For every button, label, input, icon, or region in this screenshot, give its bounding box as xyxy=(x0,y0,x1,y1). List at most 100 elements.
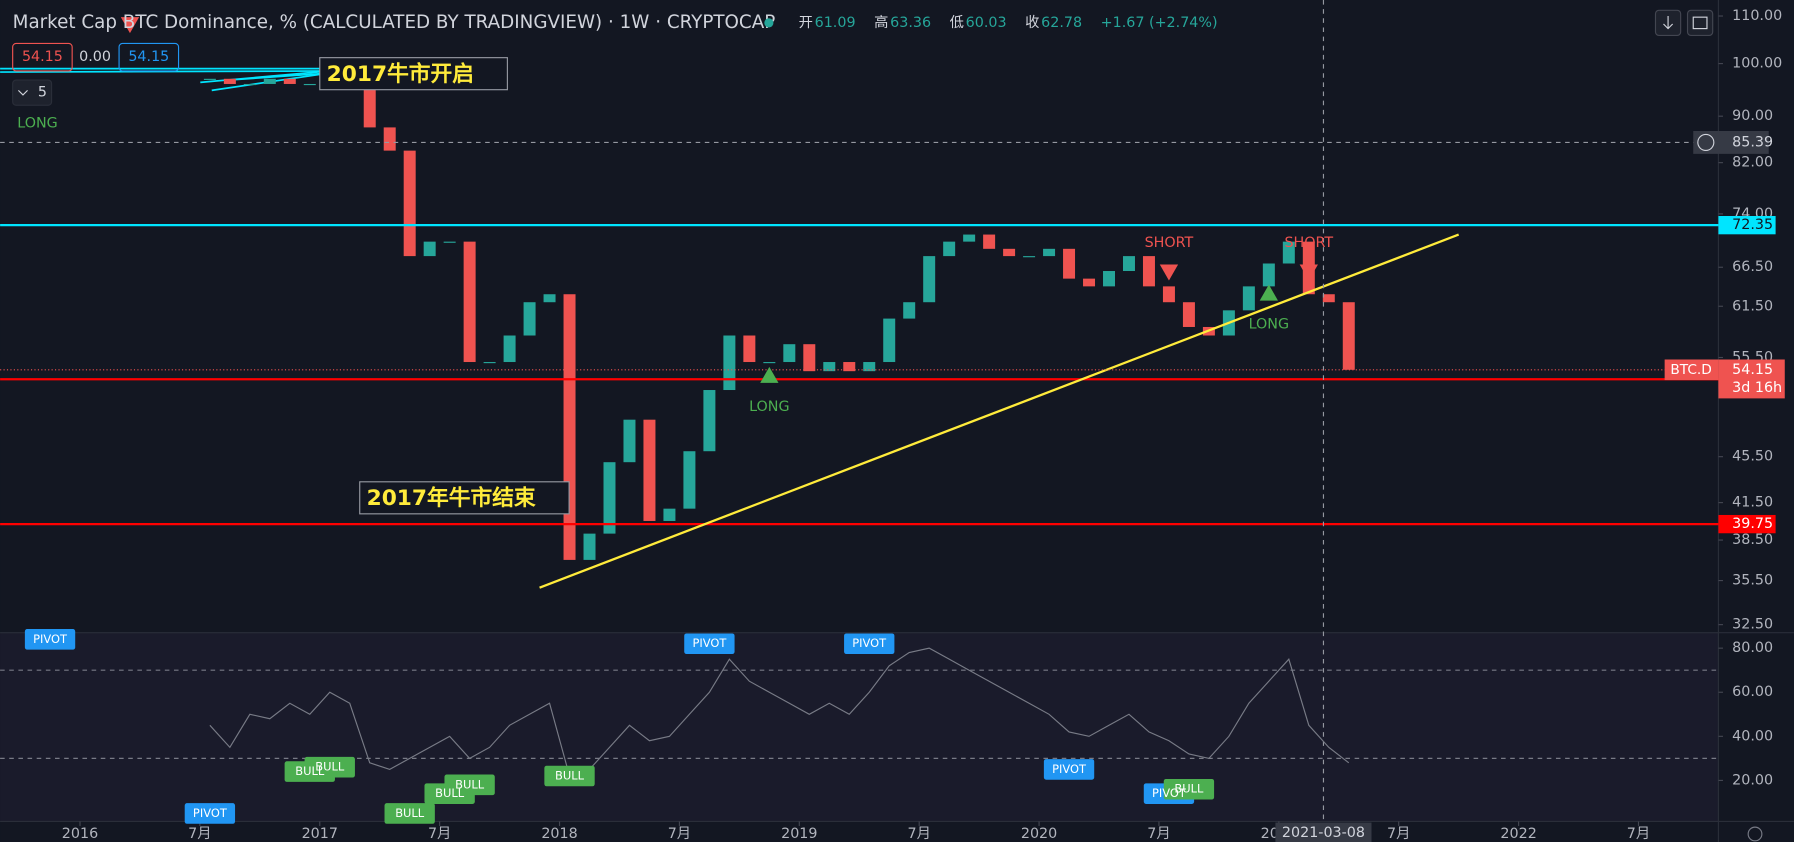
osc-signal-label: BULL xyxy=(455,777,485,791)
candle xyxy=(543,294,556,303)
ohlc-change: +1.67 (+2.74%) xyxy=(1101,15,1218,31)
candle xyxy=(283,78,296,84)
candle xyxy=(1322,294,1335,303)
level-tag xyxy=(1718,514,1776,534)
candle xyxy=(843,362,856,372)
x-tick-label: 2018 xyxy=(541,826,577,842)
candle xyxy=(223,78,236,84)
y-tick-label: 41.50 xyxy=(1732,495,1773,511)
last-price-label: 54.15 xyxy=(1732,362,1773,378)
osc-y-tick-label: 60.00 xyxy=(1732,684,1773,700)
y-tick-label: 110.00 xyxy=(1732,8,1782,24)
osc-y-tick-label: 20.00 xyxy=(1732,772,1773,788)
candle xyxy=(1162,286,1175,303)
osc-signal-label: BULL xyxy=(295,764,325,778)
osc-signal-label: BULL xyxy=(1174,782,1204,796)
signal-label: SHORT xyxy=(1284,235,1333,251)
candle xyxy=(563,294,576,560)
candle xyxy=(523,302,536,336)
candle xyxy=(1043,248,1056,257)
y-tick-label: 100.00 xyxy=(1732,56,1782,72)
indicator-signal: LONG xyxy=(17,116,57,132)
candle xyxy=(483,362,496,364)
osc-signal-box xyxy=(304,756,355,778)
fullscreen-button[interactable] xyxy=(1686,9,1714,37)
settings-icon[interactable] xyxy=(1747,826,1763,842)
candle xyxy=(983,234,996,249)
signal-label: SHORT xyxy=(1145,235,1194,251)
x-tick-label: 2016 xyxy=(62,826,98,842)
chart-title: Market Cap BTC Dominance, % (CALCULATED … xyxy=(13,12,776,33)
candle xyxy=(583,533,596,560)
candle xyxy=(923,256,936,303)
crosshair-date-tag xyxy=(1275,822,1372,842)
osc-signal-label: BULL xyxy=(435,786,465,800)
oscillator-line xyxy=(209,647,1350,777)
candle xyxy=(203,78,216,80)
crosshair-date: 2021-03-08 xyxy=(1282,825,1365,841)
annotation-box xyxy=(319,57,508,91)
osc-signal-label: PIVOT xyxy=(852,636,887,650)
x-tick-label: 7月 xyxy=(188,826,211,842)
indicator-toggle[interactable] xyxy=(12,79,53,106)
indicator-box xyxy=(118,42,180,72)
candle xyxy=(1083,278,1096,287)
candle xyxy=(763,362,776,364)
candle xyxy=(663,508,676,521)
candle xyxy=(643,419,656,521)
x-tick-label: 7月 xyxy=(1147,826,1170,842)
osc-signal-label: BULL xyxy=(555,769,585,783)
osc-signal-box xyxy=(384,803,435,824)
chevron-icon xyxy=(17,89,28,96)
y-tick-label: 90.00 xyxy=(1732,108,1773,124)
osc-signal-box xyxy=(844,633,895,655)
indicator-box xyxy=(12,42,73,72)
candle xyxy=(743,335,756,363)
ohlc-value: 63.36 xyxy=(890,15,931,31)
candle xyxy=(1003,248,1016,257)
candle xyxy=(1342,302,1355,370)
oscillator-pane xyxy=(0,632,1719,822)
signal-marker xyxy=(1259,284,1278,301)
candle xyxy=(903,302,916,319)
x-tick-label: 7月 xyxy=(1387,826,1410,842)
signal-marker xyxy=(120,17,140,34)
download-icon xyxy=(1663,16,1674,30)
ohlc-label: 收 xyxy=(1025,14,1039,31)
trendline xyxy=(539,233,1460,589)
osc-signal-box xyxy=(684,633,735,655)
osc-signal-box xyxy=(544,765,595,787)
ohlc-value: 62.78 xyxy=(1041,15,1082,31)
candle xyxy=(383,127,396,151)
osc-signal-box xyxy=(444,774,495,796)
ohlc-value: 61.09 xyxy=(815,15,856,31)
osc-signal-label: PIVOT xyxy=(33,632,68,646)
osc-y-tick-label: 80.00 xyxy=(1732,640,1773,656)
crosshair-price: 85.39 xyxy=(1732,134,1773,150)
candle xyxy=(723,335,736,391)
annotation-box xyxy=(359,481,570,515)
candle xyxy=(1023,256,1036,258)
status-dot xyxy=(764,18,774,28)
candle xyxy=(1142,256,1155,287)
candle xyxy=(1262,263,1275,287)
signal-label: SHORT xyxy=(106,0,155,3)
level-tag-label: 39.75 xyxy=(1732,516,1773,532)
y-tick-label: 45.50 xyxy=(1732,449,1773,465)
osc-signal-label: PIVOT xyxy=(1052,762,1087,776)
candle xyxy=(243,83,256,86)
ohlc-value: 60.03 xyxy=(966,15,1007,31)
osc-signal-box xyxy=(1163,778,1215,800)
candle xyxy=(1122,256,1135,272)
symbol-tag-label: BTC.D xyxy=(1670,362,1712,378)
signal-marker xyxy=(760,366,779,383)
osc-signal-label: BULL xyxy=(315,760,345,774)
add-icon xyxy=(1697,133,1715,152)
indicator-value: 54.15 xyxy=(128,49,169,65)
level-tag-label: 72.35 xyxy=(1732,217,1773,233)
x-tick-label: 7月 xyxy=(907,826,930,842)
x-tick-label: 2019 xyxy=(781,826,817,842)
osc-signal-label: BULL xyxy=(395,806,425,820)
annotation-text: 2017牛市开启 xyxy=(327,61,474,87)
